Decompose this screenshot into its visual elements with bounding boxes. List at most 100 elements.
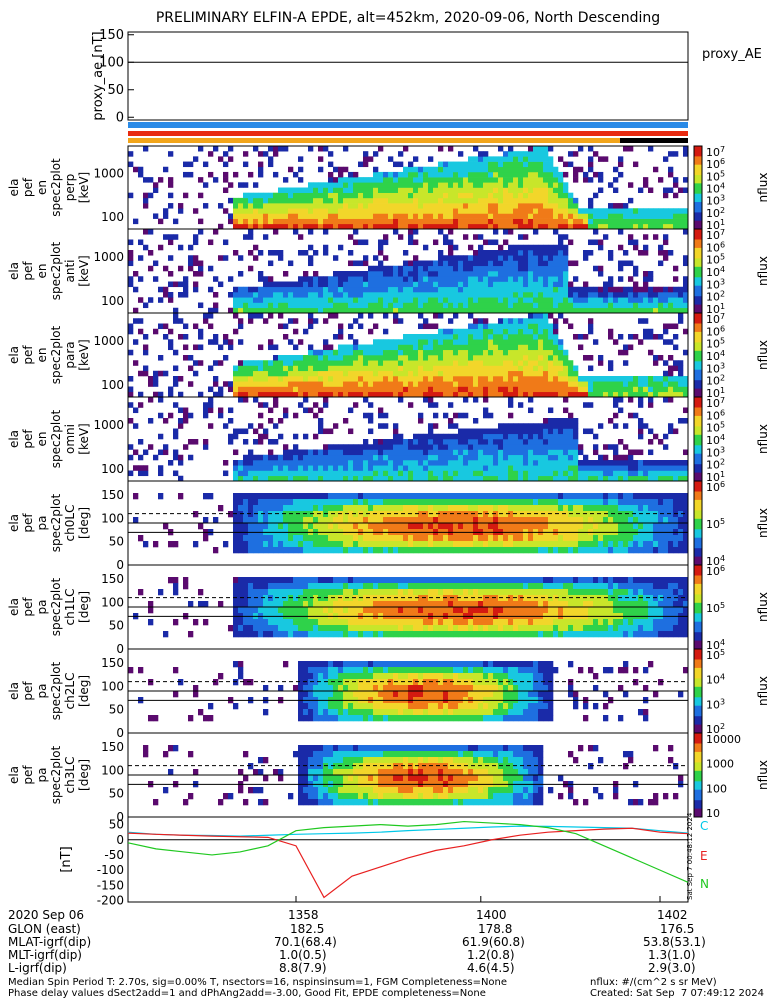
footer-mlat-3: 53.8(53.1) [643,935,706,949]
orbit-bar-red [128,131,688,136]
footer-time-1: 1358 [288,908,319,922]
footer-time-2: 1400 [476,908,507,922]
db-legend-N: N [700,877,709,891]
footer-mlt-2: 1.2(0.8) [467,948,515,962]
pa-ytick: 150 [101,740,124,754]
spec-ylabel-line: spec2plot [49,241,63,300]
pitch-angle-pa-ch2 [128,661,689,722]
footer-note-1: Median Spin Period T: 2.70s, sig=0.00% T… [8,977,508,988]
pa-ylabel-line: ela [7,598,21,616]
proxy-ae-ylabel: proxy_ae [nT] [91,31,106,120]
spec-ytick: 100 [101,378,124,392]
pa-ytick: 50 [109,619,124,633]
colorbar-tick-label: 105 [706,517,725,531]
pa-ylabel-line: pef [21,513,35,533]
pa-ytick: 0 [116,558,124,572]
colorbar-label: nflux [756,592,770,622]
spec-ylabel-line: ela [7,178,21,196]
spec-ylabel-line: perp [63,174,77,202]
spec-ytick: 1000 [93,250,124,264]
proxy-ae-ytick: 150 [99,28,124,43]
spec-ylabel-line: ela [7,262,21,280]
spec-ylabel-line: [keV] [77,339,91,370]
pa-ytick: 100 [101,511,124,525]
spec-ytick: 100 [101,294,124,308]
footer-glon-1: 182.5 [290,922,325,936]
proxy-ae-ytick: 100 [99,55,124,70]
db-ytick: -200 [97,893,124,907]
pa-ylabel-line: pa [35,600,49,615]
colorbar-tick-label: 106 [706,564,725,578]
spec-ylabel-line: spec2plot [49,158,63,217]
colorbar-label: nflux [756,340,770,370]
orbit-bar-blue [128,122,688,128]
footer-row-label-l: L-igrf(dip) [8,961,67,975]
orbit-bar-orange [128,138,688,143]
pa-ytick: 0 [116,810,124,824]
footer-note-flux: nflux: #/(cm^2 s sr MeV) [590,977,717,988]
colorbar-7 [694,649,702,734]
pa-ylabel-line: ela [7,766,21,784]
spec-ylabel-line: ela [7,346,21,364]
figure-title: PRELIMINARY ELFIN-A EPDE, alt=452km, 202… [155,10,661,26]
spectrogram-spec-para [128,313,689,398]
pa-ylabel-line: [deg] [77,675,91,707]
colorbar-tick-label: 103 [706,697,725,711]
footer-time-3: 1402 [657,908,688,922]
colorbar-tick-label: 105 [706,601,725,615]
pa-ylabel-line: pef [21,597,35,617]
spec-ylabel-line: omni [63,424,77,454]
spec-ylabel-line: pef [21,261,35,281]
pa-ylabel-line: spec2plot [49,577,63,636]
spectrogram-spec-all [128,397,689,482]
colorbar-3 [694,313,702,398]
db-series-line [127,820,689,883]
spec-ylabel-line: en [35,348,49,363]
footer-glon-2: 178.8 [478,922,513,936]
colorbar-label: nflux [756,760,770,790]
pa-ytick: 50 [109,787,124,801]
footer-date: 2020 Sep 06 [8,908,85,922]
colorbar-tick-label: 10000 [706,733,741,746]
colorbar-tick-label: 106 [706,480,725,494]
pa-ylabel-line: [deg] [77,759,91,791]
colorbar-5 [694,481,702,566]
pa-ylabel-line: ela [7,682,21,700]
db-ytick: -50 [104,848,124,862]
colorbar-label: nflux [756,508,770,538]
colorbar-tick-label: 1000 [706,758,734,771]
spec-ylabel-line: [keV] [77,172,91,203]
pa-ylabel-line: pa [35,516,49,531]
colorbar-8 [694,733,702,818]
spec-ylabel-line: pef [21,177,35,197]
footer-mlat-1: 70.1(68.4) [274,935,337,949]
pa-ytick: 150 [101,572,124,586]
spec-ylabel-line: spec2plot [49,325,63,384]
pa-ylabel-line: spec2plot [49,661,63,720]
colorbar-label: nflux [756,173,770,203]
footer-row-label-mlt: MLT-igrf(dip) [8,948,82,962]
spec-ylabel-line: anti [63,260,77,283]
pa-ytick: 100 [101,595,124,609]
db-ytick: 50 [109,818,124,832]
footer-note-2: Phase delay values dSect2add=1 and dPhAn… [8,988,486,999]
footer-mlat-2: 61.9(60.8) [462,935,525,949]
spectrogram-spec-perp [128,146,689,230]
spec-ylabel-line: ela [7,430,21,448]
db-ytick: 0 [116,833,124,847]
pa-ylabel-line: [deg] [77,591,91,623]
pa-ylabel-line: spec2plot [49,745,63,804]
pa-ytick: 50 [109,535,124,549]
side-stamp: Sat Sep 7 00:48:12 2024 [686,812,694,900]
spec-ylabel-line: pef [21,345,35,365]
pa-ylabel-line: ch1LC [63,589,77,626]
pa-ytick: 50 [109,703,124,717]
db-ytick: -150 [97,878,124,892]
db-ytick: -100 [97,863,124,877]
proxy-ae-frame [127,31,689,121]
colorbar-4 [694,397,702,482]
db-ylabel: [nT] [59,846,74,872]
footer-glon-3: 176.5 [660,922,695,936]
proxy-ae-legend: proxy_AE [702,47,762,62]
